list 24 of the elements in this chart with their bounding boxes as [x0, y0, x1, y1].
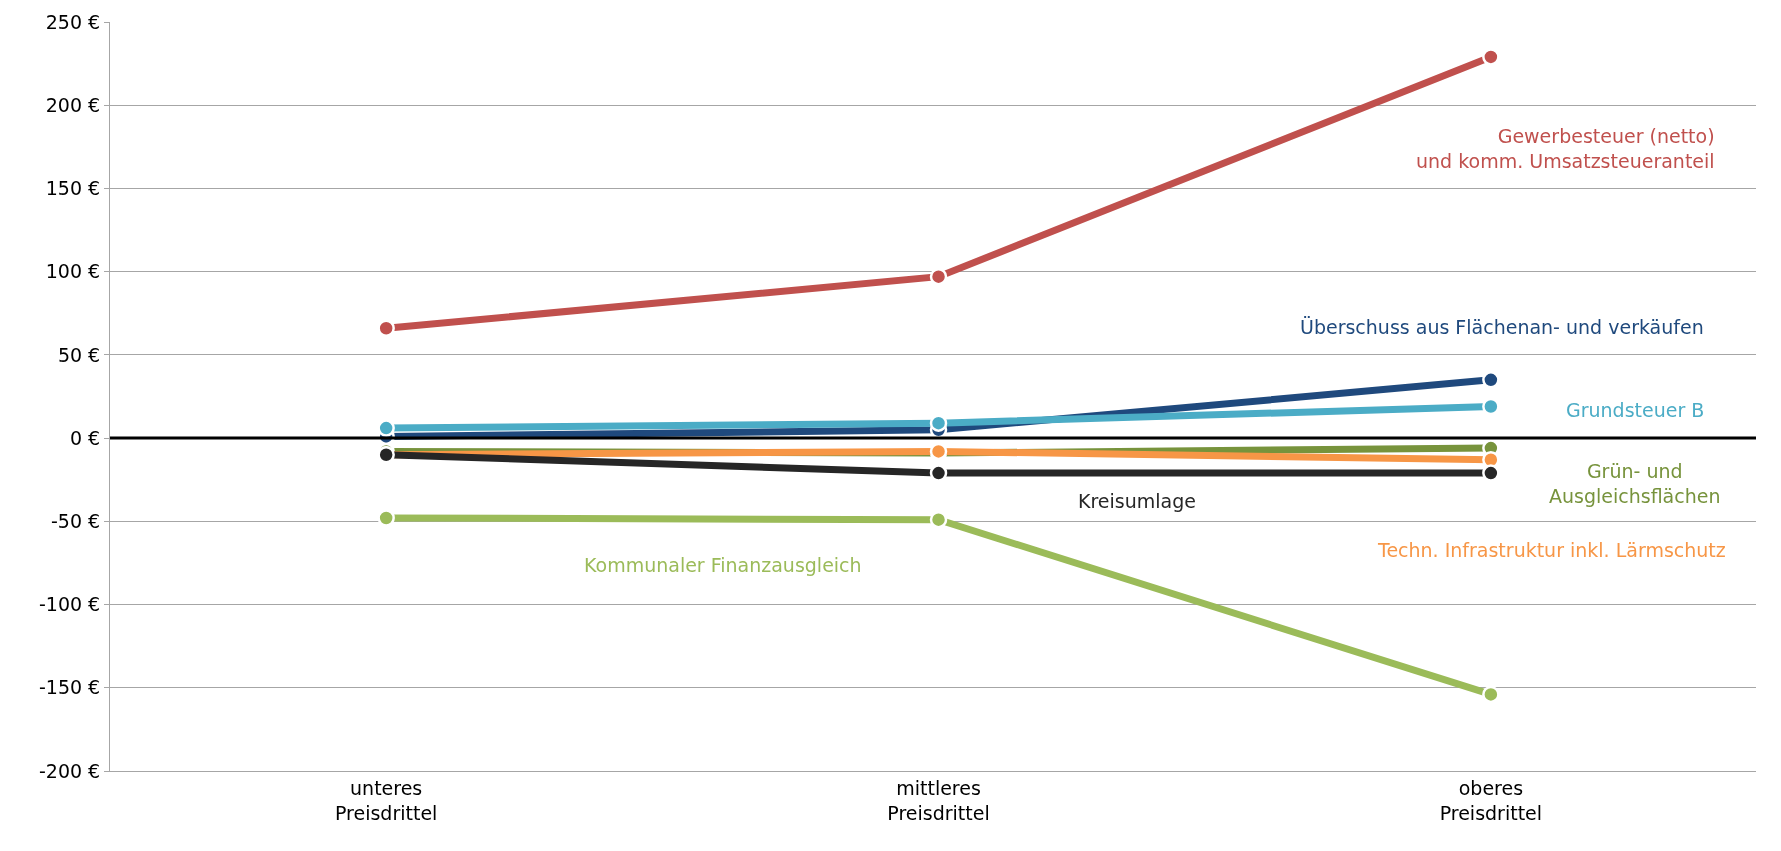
y-tick-label: -150 €: [38, 676, 101, 699]
text: Grundsteuer B: [1566, 399, 1705, 421]
point: [377, 509, 395, 527]
y-tick-label: 0 €: [69, 426, 101, 449]
y-tick-label: 150 €: [45, 177, 101, 200]
series-label: Kommunaler Finanzausgleich: [584, 554, 862, 576]
y-tick-label: 100 €: [45, 260, 101, 283]
series-label: Kreisumlage: [1078, 490, 1196, 512]
y-tick-label: -100 €: [38, 593, 101, 616]
y-tick-label: -200 €: [38, 759, 101, 782]
point: [1482, 464, 1500, 482]
y-tick-label: -50 €: [51, 509, 101, 532]
point: [929, 464, 948, 482]
x-tick-label: oberes Preisdrittel: [1439, 776, 1543, 824]
y-tick-label: 250 €: [45, 10, 101, 33]
y-tick-label: 200 €: [45, 93, 101, 116]
text: Grün- und Ausgleichsflächen: [1549, 460, 1721, 507]
series-label: Gewerbesteuer (netto) und komm. Umsatzsteueranteil: [1416, 125, 1715, 172]
x-tick-label: unteres Preisdrittel: [334, 776, 438, 824]
point: [1482, 48, 1500, 66]
text: Techn. Infrastruktur inkl. Lärmschutz: [1377, 539, 1726, 561]
text: Überschuss aus Flächenan- und verkäufen: [1300, 316, 1704, 338]
y-tick-label: 50 €: [57, 343, 101, 366]
x-tick-label: mittleres Preisdrittel: [887, 776, 990, 824]
